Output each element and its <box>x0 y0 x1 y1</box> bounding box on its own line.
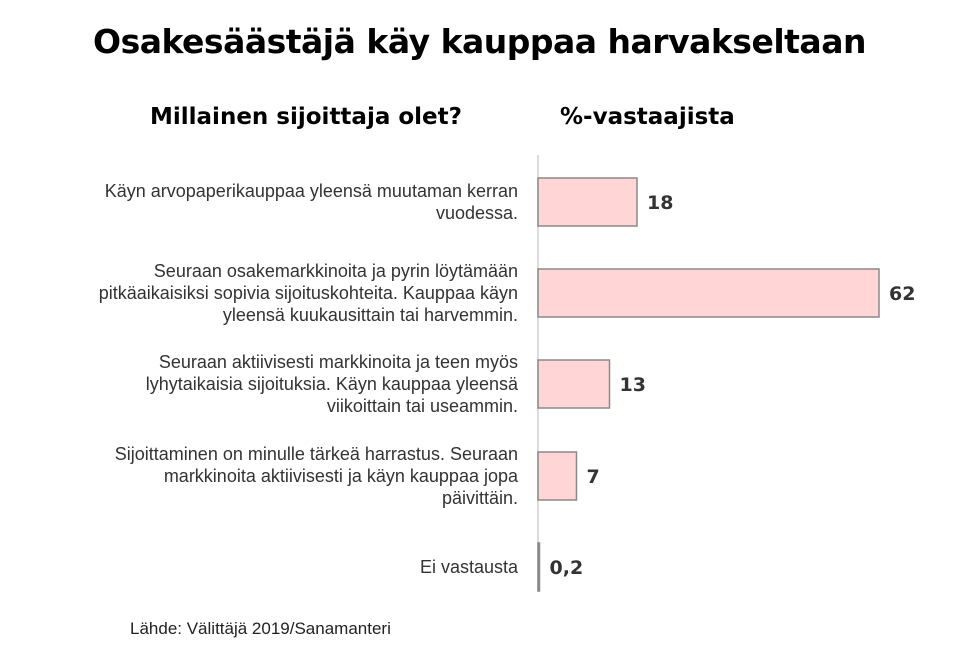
category-label-line: päivittäin. <box>442 488 518 508</box>
bar-5 <box>537 542 541 592</box>
category-label-line: viikoittain tai useammin. <box>327 396 518 416</box>
value-label-2: 62 <box>889 283 915 305</box>
value-column-heading: %-vastaajista <box>560 104 735 130</box>
source-note: Lähde: Välittäjä 2019/Sanamanteri <box>130 619 391 638</box>
category-label-line: yleensä kuukausittain tai harvemmin. <box>223 305 518 325</box>
bar-3 <box>537 359 611 409</box>
bar-4 <box>537 451 578 501</box>
category-label-line: vuodessa. <box>436 203 518 223</box>
category-label-4: Sijoittaminen on minulle tärkeä harrastu… <box>115 444 519 508</box>
value-label-4: 7 <box>587 466 600 488</box>
category-label-line: Seuraan osakemarkkinoita ja pyrin löytäm… <box>154 261 518 281</box>
bars-layer: 18 Käyn arvopaperikauppaa yleensä muutama… <box>99 177 915 592</box>
category-label-line: Käyn arvopaperikauppaa yleensä muutaman … <box>105 181 518 201</box>
value-label-1: 18 <box>647 192 673 214</box>
category-label-3: Seuraan aktiivisesti markkinoita ja teen… <box>146 352 519 416</box>
value-label-5: 0,2 <box>550 557 584 579</box>
chart-title: Osakesäästäjä käy kauppaa harvakseltaan <box>93 22 866 61</box>
category-label-1: Käyn arvopaperikauppaa yleensä muutaman … <box>105 181 518 223</box>
category-label-2: Seuraan osakemarkkinoita ja pyrin löytäm… <box>99 261 518 325</box>
bar-1 <box>537 177 638 227</box>
category-label-line: lyhytaikaisia sijoituksia. Käyn kauppaa … <box>146 374 519 394</box>
category-label-line: markkinoita aktiivisesti ja käyn kauppaa… <box>164 466 519 486</box>
category-label-line: Sijoittaminen on minulle tärkeä harrastu… <box>115 444 518 464</box>
category-label-line: pitkäaikaisiksi sopivia sijoituskohteita… <box>99 283 518 303</box>
category-label-5: Ei vastausta <box>420 557 519 577</box>
bar-2 <box>537 268 880 318</box>
category-label-line: Seuraan aktiivisesti markkinoita ja teen… <box>159 352 518 372</box>
value-label-3: 13 <box>620 374 646 396</box>
category-label-line: Ei vastausta <box>420 557 519 577</box>
category-column-heading: Millainen sijoittaja olet? <box>150 104 462 130</box>
